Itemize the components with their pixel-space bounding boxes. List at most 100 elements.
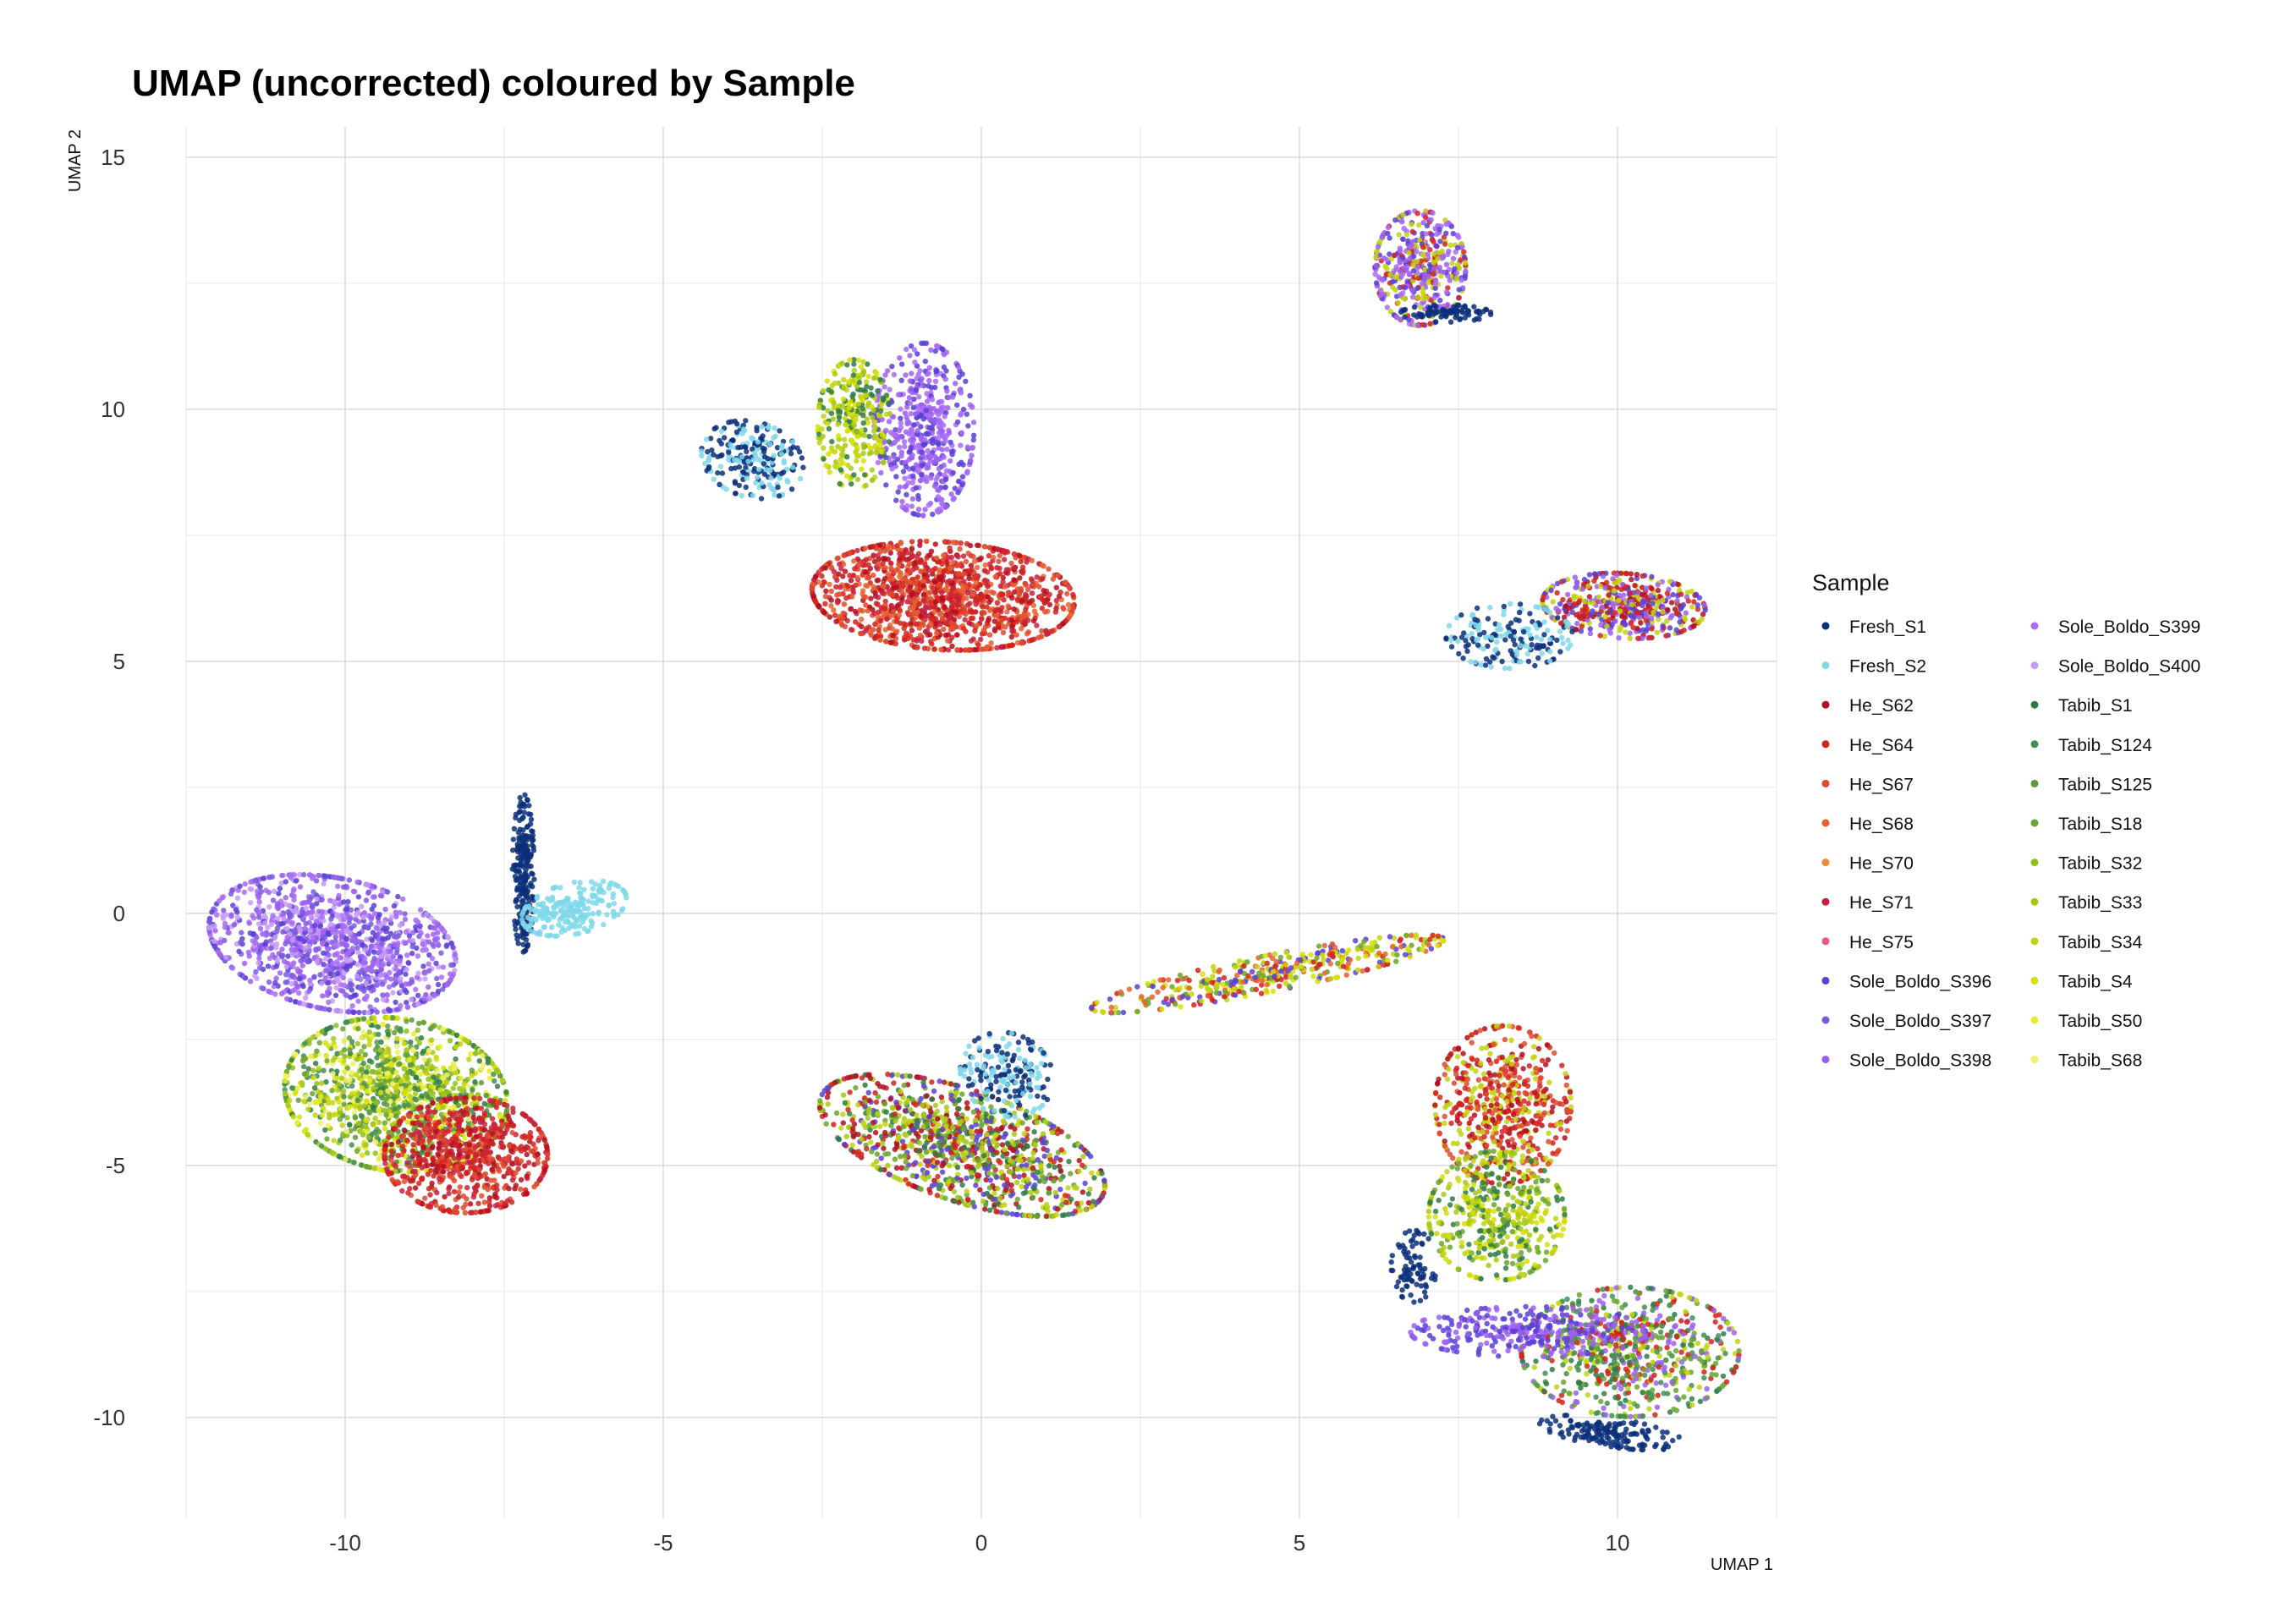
data-point	[506, 1143, 513, 1149]
data-point	[856, 379, 862, 386]
data-point	[412, 1168, 418, 1175]
data-point	[565, 903, 571, 909]
data-point	[249, 886, 255, 892]
data-point	[487, 1177, 494, 1183]
data-point	[526, 897, 532, 903]
data-point	[426, 952, 432, 958]
data-point	[393, 950, 400, 956]
data-point	[351, 1160, 357, 1166]
data-point	[389, 914, 395, 920]
data-point	[401, 1040, 407, 1047]
data-point	[571, 921, 577, 927]
data-point	[333, 976, 340, 982]
data-point	[472, 1171, 478, 1177]
data-point	[928, 347, 934, 354]
data-point	[896, 444, 903, 450]
data-point	[400, 896, 406, 903]
data-point	[359, 1034, 365, 1041]
data-point	[422, 1195, 428, 1201]
data-point	[364, 1088, 371, 1095]
data-point	[959, 474, 966, 480]
data-point	[322, 975, 328, 981]
data-point	[295, 1097, 301, 1103]
data-point	[511, 1144, 517, 1150]
data-point	[362, 1073, 368, 1080]
data-point	[889, 466, 895, 472]
data-point	[391, 982, 397, 988]
data-point	[928, 453, 934, 459]
data-point	[469, 1162, 475, 1169]
data-point	[234, 914, 241, 920]
data-point	[590, 886, 596, 892]
data-point	[349, 1069, 354, 1076]
data-point	[380, 962, 386, 968]
data-point	[307, 977, 313, 984]
data-point	[528, 816, 535, 822]
data-point	[529, 828, 535, 834]
data-point	[268, 945, 274, 952]
data-point	[419, 1165, 425, 1171]
data-point	[293, 946, 299, 952]
data-point	[433, 1056, 440, 1062]
data-point	[391, 1161, 397, 1167]
data-point	[505, 1113, 511, 1119]
data-point	[296, 1114, 303, 1120]
data-point	[363, 897, 370, 903]
data-point	[930, 436, 936, 442]
data-point	[458, 1095, 464, 1101]
data-point	[350, 1009, 357, 1015]
data-point	[376, 1074, 382, 1080]
data-point	[379, 893, 385, 899]
data-point	[338, 875, 344, 881]
data-point	[486, 1075, 493, 1081]
data-point	[437, 1079, 442, 1085]
data-point	[321, 950, 327, 957]
data-point	[440, 1026, 446, 1032]
data-point	[910, 473, 916, 479]
data-point	[906, 449, 912, 455]
data-point	[525, 914, 531, 921]
data-point	[313, 1061, 319, 1067]
data-point	[860, 412, 866, 419]
data-point	[524, 1173, 530, 1179]
data-point	[388, 1148, 395, 1155]
data-point	[514, 903, 520, 910]
data-point	[379, 1054, 385, 1060]
data-point	[596, 911, 601, 917]
data-point	[355, 998, 361, 1004]
data-point	[341, 982, 347, 989]
data-point	[247, 979, 254, 985]
data-point	[438, 1148, 444, 1154]
data-point	[400, 1116, 407, 1122]
data-point	[428, 1126, 434, 1132]
data-point	[326, 952, 332, 958]
data-point	[320, 993, 326, 999]
data-point	[275, 924, 281, 931]
data-point	[452, 952, 459, 957]
data-point	[941, 454, 947, 460]
data-point	[590, 911, 596, 917]
data-point	[344, 1115, 350, 1121]
data-point	[385, 889, 391, 895]
data-point	[819, 426, 825, 432]
data-point	[360, 967, 365, 974]
data-point	[926, 431, 931, 437]
data-point	[465, 1154, 471, 1160]
data-point	[519, 875, 525, 881]
data-point	[371, 1015, 377, 1021]
data-point	[314, 1100, 320, 1106]
data-point	[504, 1102, 510, 1109]
data-point	[315, 930, 321, 936]
data-point	[926, 370, 931, 376]
data-point	[528, 881, 534, 886]
data-point	[327, 1115, 332, 1121]
data-point	[333, 1023, 339, 1029]
data-point	[409, 951, 415, 957]
data-point	[922, 359, 929, 365]
data-point	[283, 895, 288, 901]
data-point	[889, 364, 895, 370]
data-point	[513, 1182, 519, 1188]
data-point	[475, 1142, 481, 1149]
data-point	[366, 1109, 372, 1115]
data-point	[289, 952, 295, 958]
